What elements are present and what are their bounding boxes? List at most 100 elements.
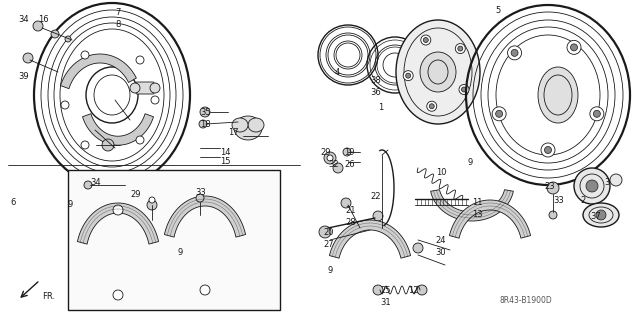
Polygon shape <box>330 220 411 258</box>
Circle shape <box>423 38 428 42</box>
Circle shape <box>149 197 155 203</box>
Circle shape <box>84 181 92 189</box>
Text: 2: 2 <box>580 196 585 205</box>
Circle shape <box>541 143 555 157</box>
Text: 6: 6 <box>10 198 15 207</box>
Ellipse shape <box>248 118 264 132</box>
Circle shape <box>33 21 43 31</box>
Text: 27: 27 <box>323 240 333 249</box>
Text: 21: 21 <box>345 206 355 215</box>
Text: 11: 11 <box>472 198 483 207</box>
Circle shape <box>547 182 559 194</box>
Circle shape <box>373 285 383 295</box>
Text: 3: 3 <box>604 178 609 187</box>
Circle shape <box>610 174 622 186</box>
Circle shape <box>324 152 336 164</box>
Circle shape <box>341 198 351 208</box>
Text: 9: 9 <box>68 200 73 209</box>
Text: 18: 18 <box>200 120 211 129</box>
Text: 22: 22 <box>370 192 381 201</box>
Text: 9: 9 <box>468 158 473 167</box>
Ellipse shape <box>232 118 248 132</box>
Circle shape <box>343 148 351 156</box>
Circle shape <box>429 104 435 109</box>
Text: 29: 29 <box>320 148 330 157</box>
Circle shape <box>200 285 210 295</box>
Text: 8: 8 <box>115 20 120 29</box>
Circle shape <box>495 110 502 117</box>
Circle shape <box>51 30 59 38</box>
Circle shape <box>545 146 552 153</box>
Circle shape <box>327 155 333 161</box>
Text: 36: 36 <box>370 88 381 97</box>
Ellipse shape <box>420 52 456 92</box>
Text: 10: 10 <box>436 168 447 177</box>
Polygon shape <box>77 203 159 244</box>
Circle shape <box>65 36 71 42</box>
Circle shape <box>459 85 469 94</box>
Circle shape <box>23 53 33 63</box>
FancyBboxPatch shape <box>136 82 154 94</box>
Circle shape <box>130 83 140 93</box>
Circle shape <box>508 46 522 60</box>
Circle shape <box>113 205 123 215</box>
Text: 7: 7 <box>115 8 120 17</box>
Circle shape <box>150 83 160 93</box>
Text: 12: 12 <box>408 286 419 295</box>
Text: 38: 38 <box>370 76 381 85</box>
Circle shape <box>373 211 383 221</box>
Circle shape <box>333 163 343 173</box>
Circle shape <box>417 285 427 295</box>
Circle shape <box>200 107 210 117</box>
Text: 23: 23 <box>544 182 555 191</box>
Circle shape <box>403 70 413 81</box>
Text: 15: 15 <box>220 157 230 166</box>
Text: 30: 30 <box>435 248 445 257</box>
Circle shape <box>136 136 144 144</box>
Circle shape <box>570 44 577 51</box>
Circle shape <box>593 110 600 117</box>
Text: 35: 35 <box>200 108 211 117</box>
Circle shape <box>406 73 411 78</box>
Circle shape <box>511 49 518 56</box>
Circle shape <box>81 141 89 149</box>
Text: 26: 26 <box>344 160 355 169</box>
Circle shape <box>567 41 581 54</box>
Text: 9: 9 <box>328 266 333 275</box>
Text: 19: 19 <box>344 148 355 157</box>
Text: 34: 34 <box>90 178 100 187</box>
Polygon shape <box>449 200 531 238</box>
Circle shape <box>590 107 604 121</box>
Circle shape <box>596 210 606 220</box>
Circle shape <box>461 87 467 92</box>
Circle shape <box>196 194 204 202</box>
Text: 25: 25 <box>380 286 390 295</box>
Text: 8R43-B1900D: 8R43-B1900D <box>500 296 553 305</box>
Circle shape <box>136 56 144 64</box>
Text: 31: 31 <box>380 298 390 307</box>
Text: 9: 9 <box>178 248 183 257</box>
Circle shape <box>113 290 123 300</box>
Text: FR.: FR. <box>42 292 55 301</box>
Circle shape <box>427 101 436 111</box>
Polygon shape <box>61 54 136 89</box>
Circle shape <box>586 180 598 192</box>
Circle shape <box>455 44 465 54</box>
Circle shape <box>549 211 557 219</box>
Text: 17: 17 <box>228 128 239 137</box>
Circle shape <box>420 35 431 45</box>
Text: 16: 16 <box>38 15 49 24</box>
Text: 33: 33 <box>195 188 205 197</box>
Circle shape <box>319 226 331 238</box>
Circle shape <box>102 139 114 151</box>
Circle shape <box>458 46 463 51</box>
Circle shape <box>574 168 610 204</box>
Text: 28: 28 <box>345 218 356 227</box>
Ellipse shape <box>538 67 578 123</box>
Text: 29: 29 <box>130 190 141 199</box>
Polygon shape <box>164 196 246 237</box>
Polygon shape <box>83 114 154 145</box>
Text: 37: 37 <box>590 212 601 221</box>
Text: 14: 14 <box>220 148 230 157</box>
Circle shape <box>147 200 157 210</box>
